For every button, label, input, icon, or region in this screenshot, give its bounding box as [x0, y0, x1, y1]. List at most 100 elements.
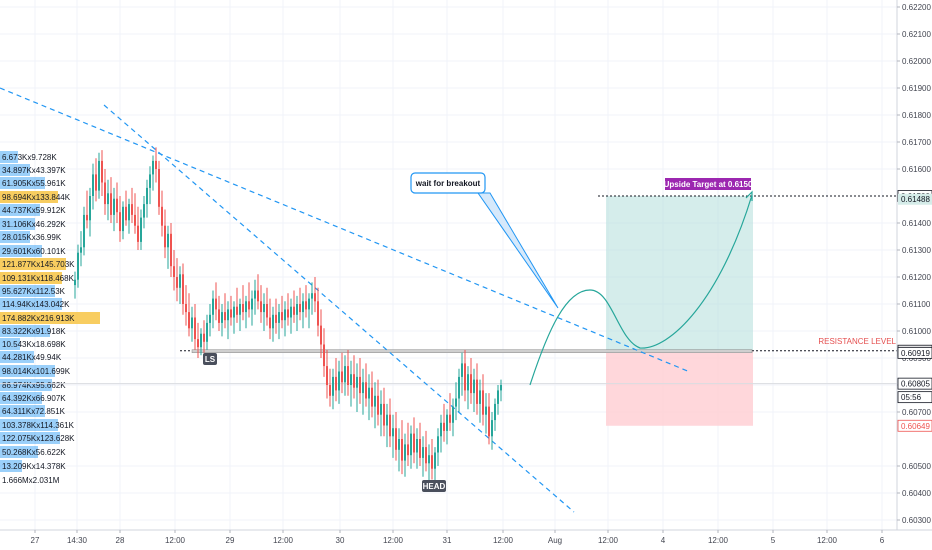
candle-body: [113, 198, 115, 215]
candle-body: [356, 376, 358, 388]
head-label: HEAD: [423, 482, 446, 491]
trendline-upper: [0, 87, 691, 373]
candle-body: [86, 214, 88, 221]
volume-profile-label: 44.281Kx49.94K: [2, 353, 62, 362]
candle-body: [80, 247, 82, 253]
y-tick-label: 0.62000: [902, 57, 931, 66]
candle-body: [416, 439, 418, 453]
volume-profile-label: 83.322Kx91.918K: [2, 327, 66, 336]
volume-profile-bar: [0, 272, 62, 284]
y-tick-label: 0.62100: [902, 30, 931, 39]
candle-body: [284, 309, 286, 321]
candle-body: [419, 439, 421, 458]
candle-body: [341, 371, 343, 383]
candle-body: [95, 174, 97, 191]
y-tick-label: 0.61400: [902, 219, 931, 228]
volume-profile-label: 29.601Kx60.101K: [2, 247, 66, 256]
x-tick-label: 12:00: [165, 536, 186, 545]
candle-body: [104, 182, 106, 205]
candle-body: [362, 382, 364, 394]
candle-body: [278, 312, 280, 323]
target-zone: [606, 196, 753, 351]
candle-body: [308, 298, 310, 310]
volume-profile-bar: [0, 164, 30, 176]
candle-body: [164, 225, 166, 248]
x-tick-label: 12:00: [273, 536, 294, 545]
volume-profile-bar: [0, 405, 45, 417]
candle-body: [386, 414, 388, 426]
candle-body: [461, 363, 463, 377]
candle-body: [176, 277, 178, 288]
volume-profile-label: 10.543Kx18.698K: [2, 340, 66, 349]
volume-profile-bar: [0, 204, 40, 216]
candle-body: [224, 312, 226, 321]
volume-profile-bar: [0, 285, 55, 297]
price-badge-text: 0.61488: [901, 195, 930, 204]
candle-body: [464, 363, 466, 391]
candle-body: [161, 206, 163, 226]
candle-body: [326, 366, 328, 385]
candle-body: [446, 414, 448, 431]
y-tick-label: 0.61100: [902, 300, 931, 309]
resistance-label: RESISTANCE LEVEL: [818, 337, 896, 346]
candle-body: [374, 395, 376, 407]
candle-body: [392, 428, 394, 437]
projection-arrowhead: [745, 190, 753, 201]
x-tick-label: 4: [661, 536, 666, 545]
candle-body: [131, 204, 133, 215]
candle-body: [380, 403, 382, 415]
candle-body: [140, 217, 142, 242]
candle-body: [191, 317, 193, 329]
candle-body: [125, 206, 127, 221]
candle-body: [482, 390, 484, 415]
candle-body: [167, 233, 169, 248]
candle-body: [266, 304, 268, 318]
candle-body: [251, 298, 253, 310]
volume-profile-bar: [0, 446, 38, 458]
price-badge: [897, 419, 932, 432]
candle-body: [452, 406, 454, 423]
y-tick-label: 0.62200: [902, 3, 931, 12]
volume-profile-label: 50.268Kx56.622K: [2, 448, 66, 457]
volume-profile-label: 6.673Kx9.728K: [2, 153, 57, 162]
volume-profile-label: 34.897Kx43.397K: [2, 166, 66, 175]
candle-body: [281, 312, 283, 321]
candle-body: [470, 374, 472, 394]
candle-body: [422, 447, 424, 458]
candle-body: [401, 439, 403, 461]
price-badge-text: 05:56: [901, 393, 922, 402]
price-badge: [897, 377, 932, 390]
volume-profile-label: 44.737Kx59.912K: [2, 206, 66, 215]
candle-body: [272, 314, 274, 329]
x-tick-label: 29: [226, 536, 235, 545]
candle-body: [317, 301, 319, 326]
volume-profile-label: 31.106Kx46.292K: [2, 220, 66, 229]
candle-body: [275, 314, 277, 323]
candle-body: [134, 214, 136, 226]
candle-body: [155, 160, 157, 169]
candle-body: [239, 304, 241, 315]
candle-body: [77, 252, 79, 280]
volume-profile-bar: [0, 351, 34, 363]
target-label-bg: [665, 178, 751, 190]
candle-body: [311, 293, 313, 299]
callout-pointer: [477, 192, 559, 309]
candle-body: [170, 233, 172, 267]
candle-body: [74, 279, 76, 286]
trendline-lower: [103, 104, 575, 513]
candle-body: [152, 160, 154, 175]
candle-body: [233, 306, 235, 318]
y-axis: 0.62200 0.62100 0.62000 0.61900 0.61800 0.617…: [896, 0, 932, 550]
candles: [74, 147, 502, 483]
candle-body: [110, 193, 112, 215]
volume-profile-bar: [0, 379, 52, 391]
projection-path: [529, 194, 753, 386]
candle-body: [182, 274, 184, 304]
volume-profile-bar: [0, 298, 62, 310]
candle-body: [143, 204, 145, 218]
y-tick-label: 0.61300: [902, 246, 931, 255]
volume-profile-label: 114.94Kx143.042K: [2, 300, 70, 309]
candle-body: [179, 274, 181, 288]
candle-body: [158, 169, 160, 207]
x-axis-bg: [0, 530, 932, 550]
